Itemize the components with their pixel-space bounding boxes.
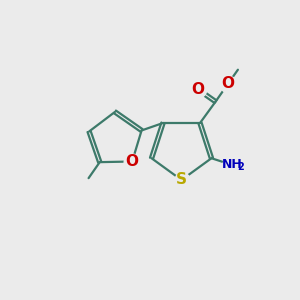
Text: O: O <box>126 154 139 169</box>
Text: S: S <box>176 172 187 188</box>
Text: NH: NH <box>222 158 242 171</box>
Text: O: O <box>191 82 204 97</box>
Text: O: O <box>221 76 234 92</box>
Text: 2: 2 <box>238 162 244 172</box>
